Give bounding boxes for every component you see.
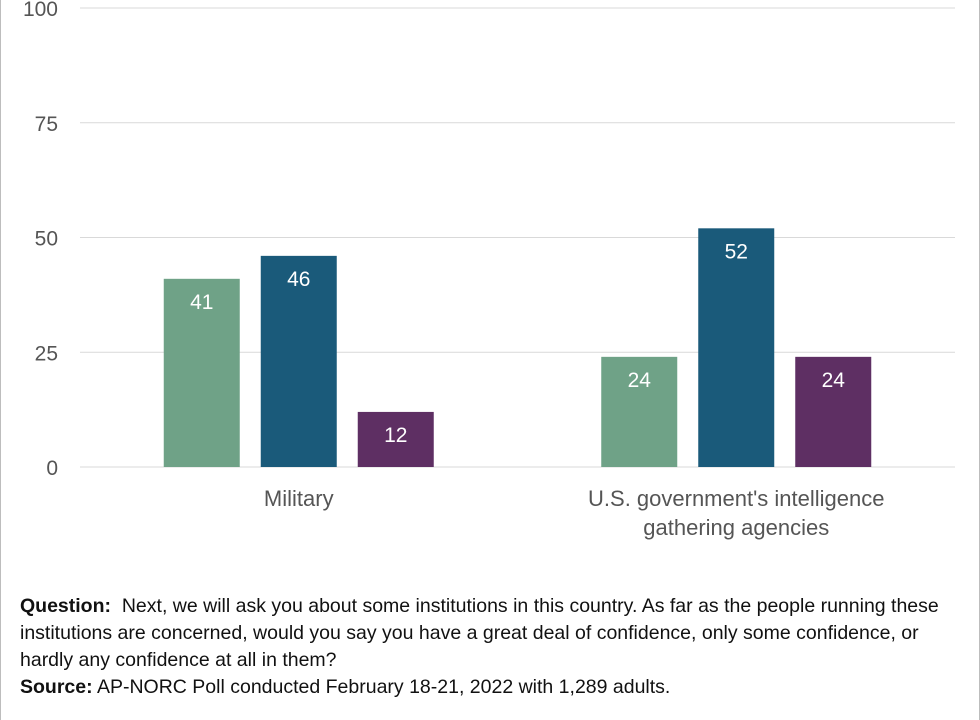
bar [795, 356, 872, 467]
category-label: U.S. government's intelligence [588, 486, 884, 511]
data-label: 12 [384, 424, 407, 447]
source-note: Source: AP-NORC Poll conducted February … [20, 674, 965, 701]
question-text: Next, we will ask you about some institu… [20, 595, 939, 671]
bar [698, 228, 775, 467]
data-label: 41 [190, 291, 213, 314]
source-text: AP-NORC Poll conducted February 18-21, 2… [96, 676, 671, 698]
source-label: Source: [20, 676, 93, 698]
data-label: 52 [725, 240, 748, 263]
left-border [0, 0, 1, 720]
category-label: gathering agencies [643, 515, 829, 540]
bar [260, 255, 337, 467]
question-label: Question: [20, 595, 111, 617]
bar [601, 356, 678, 467]
bar [163, 278, 240, 467]
data-label: 24 [628, 369, 652, 392]
y-tick-label: 100 [23, 0, 58, 21]
bars: 41 46 12 24 52 24 [163, 228, 872, 467]
y-axis: 0 25 50 75 100 [23, 0, 58, 480]
bar [357, 411, 434, 467]
bar-chart: 0 25 50 75 100 41 46 12 24 52 24 Military U.S. gov… [23, 0, 955, 540]
x-axis: Military U.S. government's intelligence ga… [264, 486, 885, 540]
data-label: 24 [822, 369, 846, 392]
chart-notes: Question: Next, we will ask you about so… [20, 593, 965, 701]
category-label: Military [264, 486, 334, 511]
y-tick-label: 25 [35, 342, 58, 365]
question-note: Question: Next, we will ask you about so… [20, 593, 965, 674]
y-tick-label: 75 [35, 113, 58, 136]
data-label: 46 [287, 268, 310, 291]
y-tick-label: 50 [35, 228, 58, 251]
y-tick-label: 0 [46, 457, 58, 480]
